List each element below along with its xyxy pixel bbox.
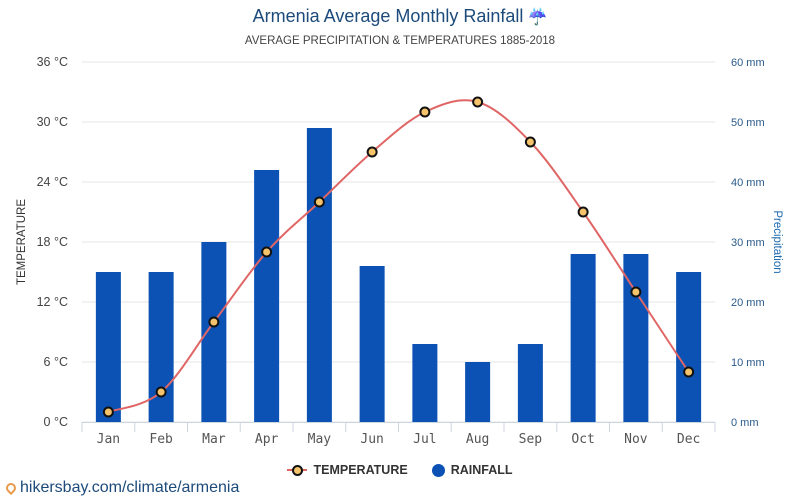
y-right-tick-label: 30 mm bbox=[731, 237, 765, 249]
temperature-points bbox=[102, 96, 695, 418]
y-left-tick-label: 12 °C bbox=[37, 295, 68, 309]
rainfall-bar bbox=[517, 344, 543, 422]
rainfall-bar bbox=[148, 272, 174, 422]
y-right-tick-label: 0 mm bbox=[731, 417, 759, 429]
temperature-point bbox=[313, 196, 325, 208]
y-left-tick-label: 30 °C bbox=[37, 115, 68, 129]
legend-label-rainfall: RAINFALL bbox=[450, 463, 513, 477]
temperature-point bbox=[577, 206, 589, 218]
rainfall-bar bbox=[254, 170, 280, 422]
chart-title: Armenia Average Monthly Rainfall ☔ bbox=[0, 6, 800, 27]
x-tick-label: Sep bbox=[519, 432, 543, 447]
y-right-tick-label: 60 mm bbox=[731, 57, 765, 69]
rainfall-dot-icon bbox=[431, 463, 445, 477]
y-axis-right-title: Precipitation bbox=[771, 210, 783, 273]
temperature-point bbox=[630, 286, 642, 298]
rainfall-bar bbox=[201, 242, 227, 422]
chart-subtitle: AVERAGE PRECIPITATION & TEMPERATURES 188… bbox=[244, 35, 556, 47]
temperature-point bbox=[419, 106, 431, 118]
x-tick-label: Feb bbox=[149, 432, 173, 447]
temperature-point bbox=[472, 96, 484, 108]
y-right-tick-label: 20 mm bbox=[731, 297, 765, 309]
x-tick-label: Apr bbox=[255, 432, 279, 447]
grid-lines bbox=[82, 61, 715, 423]
location-pin-icon bbox=[3, 480, 19, 496]
legend: TEMPERATURE RAINFALL bbox=[0, 463, 800, 477]
y-right-tick-label: 40 mm bbox=[731, 177, 765, 189]
x-axis: Jan Feb Mar Apr May Jun Jul Aug Sep Oct Nov Dec bbox=[81, 422, 716, 447]
y-left-tick-label: 36 °C bbox=[37, 55, 68, 69]
rainfall-bar bbox=[95, 272, 121, 422]
source-text: hikersbay.com/climate/armenia bbox=[20, 479, 240, 496]
temperature-point bbox=[683, 366, 695, 378]
y-axis-right: 0 mm 10 mm 20 mm 30 mm 40 mm 50 mm 60 mm bbox=[731, 57, 765, 429]
rainfall-bar bbox=[306, 128, 332, 422]
x-tick-label: Jan bbox=[97, 432, 120, 447]
legend-item-temperature[interactable]: TEMPERATURE bbox=[287, 463, 408, 477]
temperature-point bbox=[524, 136, 536, 148]
temperature-point bbox=[208, 316, 220, 328]
rainfall-bar bbox=[623, 254, 649, 422]
y-axis-left: 0 °C 6 °C 12 °C 18 °C 24 °C 30 °C 36 °C bbox=[37, 55, 68, 429]
rainfall-bar bbox=[676, 272, 702, 422]
y-left-tick-label: 0 °C bbox=[44, 415, 68, 429]
x-tick-label: Oct bbox=[571, 432, 594, 447]
y-left-tick-label: 6 °C bbox=[44, 355, 68, 369]
x-tick-label: Dec bbox=[677, 432, 700, 447]
rainfall-bar bbox=[412, 344, 438, 422]
y-axis-left-title: TEMPERATURE bbox=[16, 199, 28, 285]
y-left-tick-label: 18 °C bbox=[37, 235, 68, 249]
temperature-line bbox=[108, 99, 690, 413]
y-right-tick-label: 50 mm bbox=[731, 117, 765, 129]
x-tick-label: Mar bbox=[202, 432, 226, 447]
legend-item-rainfall[interactable]: RAINFALL bbox=[431, 463, 513, 477]
temperature-line-marker-icon bbox=[287, 464, 308, 476]
umbrella-rain-icon: ☔ bbox=[527, 9, 548, 26]
chart-title-text: Armenia Average Monthly Rainfall bbox=[252, 6, 524, 26]
rainfall-bar bbox=[570, 254, 596, 422]
legend-label-temperature: TEMPERATURE bbox=[313, 463, 408, 477]
temperature-point bbox=[261, 246, 273, 258]
temperature-point bbox=[366, 146, 378, 158]
x-tick-label: Nov bbox=[624, 432, 648, 447]
temperature-point bbox=[102, 406, 114, 418]
x-tick-label: Jun bbox=[360, 432, 383, 447]
rainfall-bar bbox=[359, 266, 385, 422]
x-tick-label: Aug bbox=[466, 432, 489, 447]
rainfall-bar bbox=[465, 362, 491, 422]
y-left-tick-label: 24 °C bbox=[37, 175, 68, 189]
rainfall-bars bbox=[95, 128, 702, 422]
source-link[interactable]: hikersbay.com/climate/armenia bbox=[3, 479, 240, 497]
y-right-tick-label: 10 mm bbox=[731, 357, 765, 369]
temperature-point bbox=[155, 386, 167, 398]
x-tick-label: Jul bbox=[413, 432, 436, 447]
x-tick-label: May bbox=[308, 432, 332, 447]
